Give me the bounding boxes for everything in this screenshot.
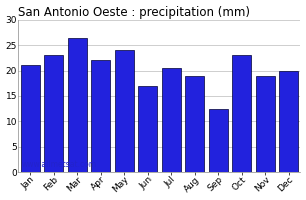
- Bar: [232, 55, 251, 172]
- Text: San Antonio Oeste : precipitation (mm): San Antonio Oeste : precipitation (mm): [18, 6, 250, 19]
- Bar: [162, 68, 181, 172]
- Bar: [256, 76, 274, 172]
- Bar: [209, 109, 228, 172]
- Bar: [44, 55, 63, 172]
- Bar: [279, 71, 298, 172]
- Bar: [138, 86, 157, 172]
- Text: www.allmetsat.com: www.allmetsat.com: [21, 160, 96, 169]
- Bar: [185, 76, 204, 172]
- Bar: [91, 60, 110, 172]
- Bar: [21, 65, 39, 172]
- Bar: [115, 50, 134, 172]
- Bar: [68, 38, 87, 172]
